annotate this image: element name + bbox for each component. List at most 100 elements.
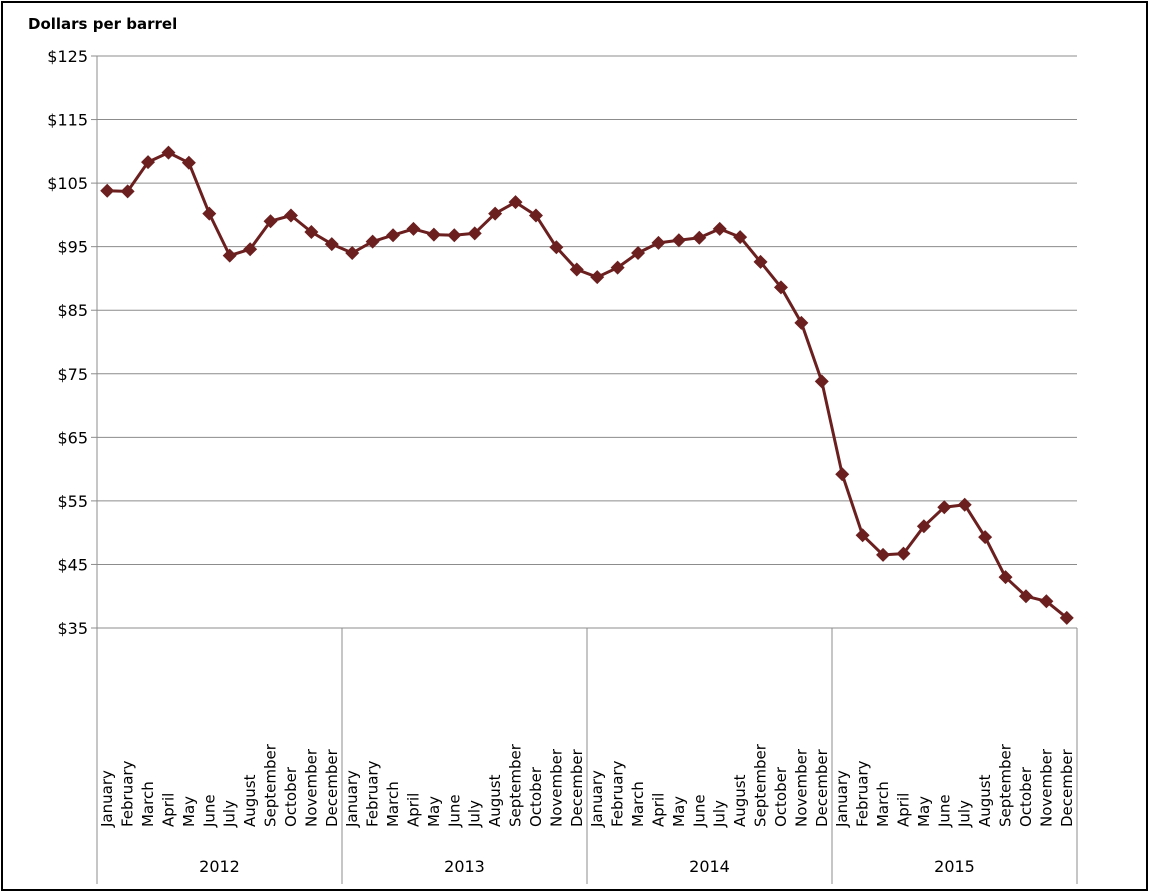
y-tick-labels: $35 $45 $55 $65 $75 $85 $95 $105 $115 $125 bbox=[47, 47, 88, 638]
x-month-label: April bbox=[649, 793, 667, 827]
x-month-label: November bbox=[792, 748, 810, 827]
data-point-marker bbox=[876, 547, 891, 562]
x-month-label: September bbox=[752, 743, 770, 827]
data-point-marker bbox=[835, 467, 850, 482]
data-point-marker bbox=[671, 233, 686, 248]
data-point-marker bbox=[345, 246, 360, 261]
data-point-marker bbox=[651, 235, 666, 250]
data-point-marker bbox=[426, 227, 441, 242]
x-month-label: July bbox=[466, 800, 484, 828]
x-month-label: February bbox=[364, 760, 382, 827]
data-point-marker bbox=[243, 242, 258, 257]
data-point-marker bbox=[896, 546, 911, 561]
y-tick-label: $75 bbox=[57, 365, 88, 384]
x-month-label: December bbox=[1058, 748, 1076, 827]
data-point-marker bbox=[978, 530, 993, 545]
data-point-marker bbox=[610, 260, 625, 275]
data-point-marker bbox=[1059, 610, 1074, 625]
x-month-label: June bbox=[200, 794, 218, 828]
x-month-label: April bbox=[894, 793, 912, 827]
series-line bbox=[107, 151, 1068, 619]
data-point-marker bbox=[937, 500, 952, 515]
data-point-marker bbox=[100, 183, 115, 198]
data-point-marker bbox=[631, 246, 646, 261]
data-point-marker bbox=[712, 221, 727, 236]
x-month-label: October bbox=[772, 766, 790, 827]
x-month-label: September bbox=[997, 743, 1015, 827]
y-tick-label: $35 bbox=[57, 619, 88, 638]
x-month-label: January bbox=[98, 770, 116, 828]
data-point-marker bbox=[1039, 594, 1054, 609]
x-month-label: February bbox=[609, 760, 627, 827]
x-month-label: October bbox=[1017, 766, 1035, 827]
data-point-marker bbox=[283, 208, 298, 223]
x-year-label: 2015 bbox=[934, 857, 975, 876]
x-month-label: April bbox=[159, 793, 177, 827]
axes bbox=[91, 55, 1078, 884]
data-point-marker bbox=[488, 206, 503, 221]
x-month-label: October bbox=[527, 766, 545, 827]
x-month-label: August bbox=[731, 774, 749, 827]
x-month-label: December bbox=[813, 748, 831, 827]
x-year-label: 2014 bbox=[689, 857, 730, 876]
x-month-label: November bbox=[1037, 748, 1055, 827]
y-tick-label: $65 bbox=[57, 428, 88, 447]
x-month-label: December bbox=[568, 748, 586, 827]
x-month-label: March bbox=[139, 781, 157, 827]
data-point-marker bbox=[569, 262, 584, 277]
y-tick-label: $45 bbox=[57, 555, 88, 574]
data-point-marker bbox=[773, 280, 788, 295]
data-point-marker bbox=[263, 214, 278, 229]
data-point-marker bbox=[324, 237, 339, 252]
data-point-marker bbox=[386, 228, 401, 243]
x-month-label: May bbox=[670, 796, 688, 827]
x-month-label: July bbox=[221, 800, 239, 828]
x-month-label: March bbox=[874, 781, 892, 827]
data-point-marker bbox=[304, 225, 319, 240]
x-month-label: May bbox=[425, 796, 443, 827]
x-year-label: 2013 bbox=[444, 857, 485, 876]
data-point-marker bbox=[467, 226, 482, 241]
x-month-label: April bbox=[404, 793, 422, 827]
x-year-label: 2012 bbox=[199, 857, 240, 876]
x-month-label: September bbox=[262, 743, 280, 827]
x-month-label: October bbox=[282, 766, 300, 827]
x-month-label: July bbox=[711, 800, 729, 828]
data-point-marker bbox=[222, 248, 237, 263]
x-month-label: February bbox=[854, 760, 872, 827]
x-month-label: January bbox=[833, 770, 851, 828]
x-month-label: January bbox=[343, 770, 361, 828]
x-month-label: June bbox=[690, 794, 708, 828]
data-point-marker bbox=[753, 254, 768, 269]
x-month-label: November bbox=[547, 748, 565, 827]
x-month-label: December bbox=[323, 748, 341, 827]
y-tick-label: $125 bbox=[47, 47, 88, 66]
data-point-marker bbox=[528, 208, 543, 223]
y-tick-label: $55 bbox=[57, 492, 88, 511]
x-month-label: August bbox=[486, 774, 504, 827]
x-month-label: February bbox=[119, 760, 137, 827]
data-point-marker bbox=[181, 155, 196, 170]
data-point-marker bbox=[916, 519, 931, 534]
x-month-label: March bbox=[629, 781, 647, 827]
data-point-marker bbox=[590, 270, 605, 285]
data-point-marker bbox=[998, 570, 1013, 585]
y-axis-title: Dollars per barrel bbox=[28, 15, 177, 33]
x-month-label: August bbox=[241, 774, 259, 827]
data-point-marker bbox=[406, 221, 421, 236]
data-point-marker bbox=[855, 528, 870, 543]
x-month-label: June bbox=[445, 794, 463, 828]
data-point-marker bbox=[549, 240, 564, 255]
x-month-label: November bbox=[302, 748, 320, 827]
data-point-marker bbox=[202, 206, 217, 221]
data-point-marker bbox=[794, 315, 809, 330]
x-category-labels: January February March April May June July Augu… bbox=[98, 743, 1076, 876]
x-month-label: January bbox=[588, 770, 606, 828]
data-point-marker bbox=[141, 155, 156, 170]
data-point-marker bbox=[365, 234, 380, 249]
data-point-marker bbox=[957, 497, 972, 512]
x-month-label: July bbox=[956, 800, 974, 828]
data-point-marker bbox=[508, 195, 523, 210]
